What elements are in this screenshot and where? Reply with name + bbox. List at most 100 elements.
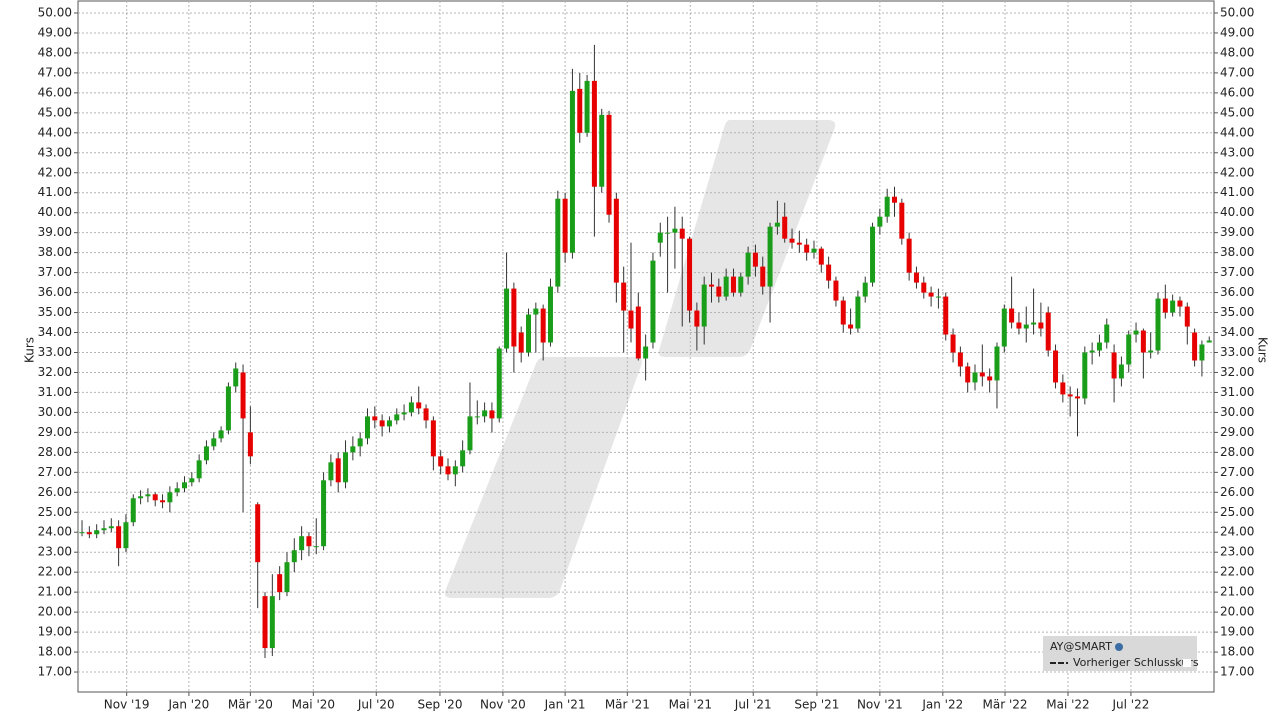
y-tick-label: 17.00 bbox=[38, 665, 72, 679]
candle-body bbox=[1053, 350, 1059, 383]
candle-body bbox=[1096, 342, 1102, 351]
y-tick-label-right: 22.00 bbox=[1220, 565, 1254, 579]
candle-body bbox=[892, 196, 897, 203]
y-tick-label: 19.00 bbox=[38, 625, 72, 639]
candle-body bbox=[277, 574, 283, 593]
legend: AY@SMART Vorheriger Schlusskurs bbox=[1043, 636, 1199, 671]
candle-body bbox=[1074, 396, 1080, 399]
candle-body bbox=[101, 528, 107, 531]
y-axis-label-right: Kurs bbox=[1256, 337, 1270, 363]
candle-body bbox=[203, 446, 209, 461]
candle-body bbox=[533, 308, 539, 315]
candle-body bbox=[379, 420, 385, 427]
candle-body bbox=[1001, 308, 1007, 347]
x-tick-label: Jul '20 bbox=[357, 698, 395, 712]
y-tick-label: 36.00 bbox=[38, 285, 72, 299]
candle-body bbox=[987, 376, 993, 381]
candle-body bbox=[672, 228, 678, 233]
candle-body bbox=[957, 352, 963, 367]
legend-checkbox[interactable] bbox=[1183, 659, 1191, 667]
y-tick-label: 47.00 bbox=[38, 65, 72, 79]
candle-body bbox=[1199, 344, 1205, 361]
candle-body bbox=[1031, 322, 1037, 325]
y-tick-label-right: 32.00 bbox=[1220, 365, 1254, 379]
candle-body bbox=[796, 242, 802, 245]
candle-body bbox=[438, 456, 444, 467]
candle-body bbox=[855, 296, 861, 329]
candle-body bbox=[196, 460, 202, 479]
candle-body bbox=[1192, 332, 1198, 361]
candle-body bbox=[628, 310, 634, 329]
candle-body bbox=[511, 288, 517, 347]
plot-frame bbox=[77, 0, 1215, 693]
candle-body bbox=[211, 438, 217, 447]
candle-body bbox=[657, 232, 663, 243]
candle-body bbox=[811, 248, 817, 253]
legend-entry: Vorheriger Schlusskurs bbox=[1073, 656, 1199, 669]
y-tick-label: 29.00 bbox=[38, 425, 72, 439]
candle-body bbox=[167, 492, 173, 503]
candle-body bbox=[643, 346, 649, 359]
candle-body bbox=[1009, 308, 1015, 323]
candle-body bbox=[921, 282, 927, 293]
candle-body bbox=[145, 494, 151, 497]
x-tick-label: Nov '19 bbox=[104, 698, 150, 712]
y-tick-label: 30.00 bbox=[38, 405, 72, 419]
candle-body bbox=[1206, 340, 1212, 343]
watermark-lower bbox=[444, 357, 642, 598]
y-tick-label: 25.00 bbox=[38, 505, 72, 519]
candle-body bbox=[299, 536, 305, 551]
candle-body bbox=[335, 458, 341, 483]
candle-body bbox=[965, 366, 971, 383]
candle-body bbox=[935, 296, 941, 298]
candle-body bbox=[430, 420, 436, 457]
candle-body bbox=[723, 276, 729, 297]
candle-body bbox=[240, 372, 246, 419]
x-tick-label: Jan '22 bbox=[921, 698, 963, 712]
y-tick-label-right: 29.00 bbox=[1220, 425, 1254, 439]
candle-body bbox=[482, 410, 488, 417]
y-tick-label: 34.00 bbox=[38, 325, 72, 339]
candle-body bbox=[182, 482, 187, 489]
y-tick-label-right: 30.00 bbox=[1220, 405, 1254, 419]
candle-body bbox=[445, 466, 451, 475]
candle-body bbox=[621, 282, 627, 311]
candle-body bbox=[1170, 300, 1176, 313]
candle-body bbox=[108, 526, 114, 529]
y-tick-label: 40.00 bbox=[38, 205, 72, 219]
y-tick-label-right: 31.00 bbox=[1220, 385, 1254, 399]
candle-body bbox=[1126, 334, 1132, 365]
y-tick-label: 31.00 bbox=[38, 385, 72, 399]
x-tick-label: Mär '22 bbox=[983, 698, 1028, 712]
y-tick-label-right: 47.00 bbox=[1220, 65, 1254, 79]
candle-body bbox=[1060, 382, 1066, 395]
candle-body bbox=[233, 368, 239, 387]
candle-body bbox=[467, 416, 473, 451]
y-tick-label-right: 20.00 bbox=[1220, 605, 1254, 619]
candle-body bbox=[584, 80, 590, 133]
y-tick-label-right: 34.00 bbox=[1220, 325, 1254, 339]
candle-body bbox=[665, 232, 671, 234]
y-tick-label: 46.00 bbox=[38, 85, 72, 99]
y-tick-label-right: 19.00 bbox=[1220, 625, 1254, 639]
candle-body bbox=[1111, 352, 1117, 379]
y-tick-label-right: 39.00 bbox=[1220, 225, 1254, 239]
y-tick-label: 27.00 bbox=[38, 465, 72, 479]
y-tick-label: 41.00 bbox=[38, 185, 72, 199]
candle-body bbox=[291, 550, 297, 563]
candle-body bbox=[1155, 298, 1161, 351]
x-tick-label: Jul '21 bbox=[734, 698, 772, 712]
candle-body bbox=[884, 196, 890, 217]
candle-body bbox=[350, 446, 356, 453]
candle-body bbox=[496, 348, 502, 419]
candle-body bbox=[130, 498, 136, 523]
candle-body bbox=[540, 308, 546, 343]
candle-body bbox=[555, 198, 561, 287]
candle-body bbox=[1045, 312, 1051, 351]
y-tick-label-right: 49.00 bbox=[1220, 25, 1254, 39]
y-tick-label-right: 43.00 bbox=[1220, 145, 1254, 159]
y-tick-label-right: 26.00 bbox=[1220, 485, 1254, 499]
y-tick-label-right: 46.00 bbox=[1220, 85, 1254, 99]
watermark-upper bbox=[658, 120, 836, 357]
candle-body bbox=[225, 386, 231, 431]
